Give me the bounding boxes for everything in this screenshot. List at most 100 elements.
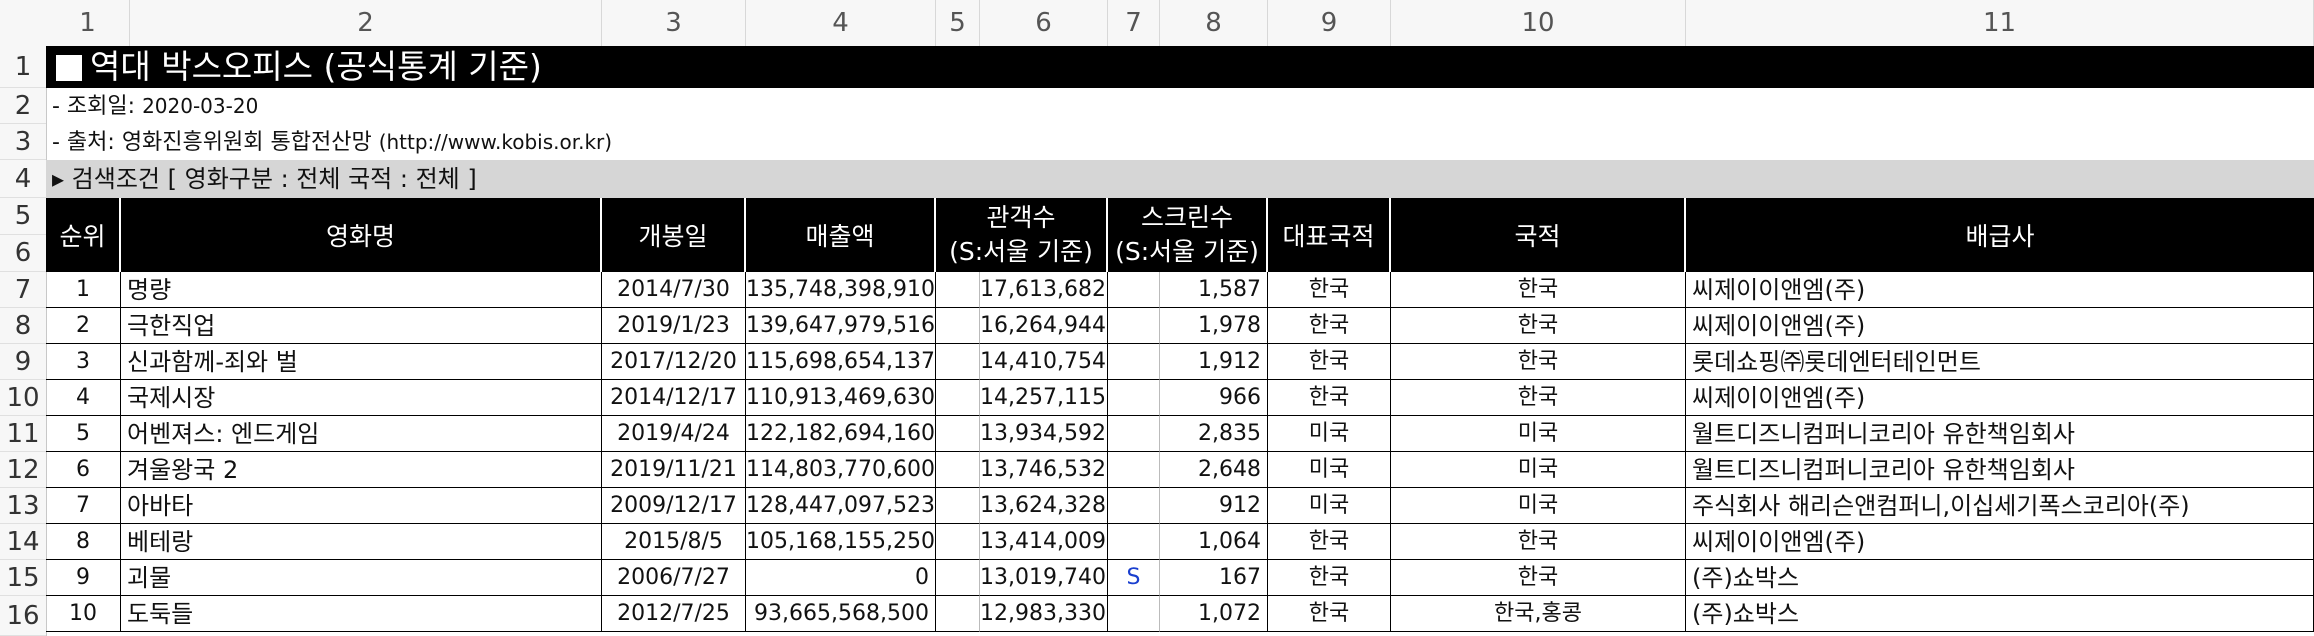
cell-revenue[interactable]: 139,647,979,516	[746, 308, 936, 344]
cell-main-country[interactable]: 한국	[1268, 308, 1391, 344]
cell-audience[interactable]: 13,624,328	[980, 488, 1108, 524]
cell-revenue[interactable]: 93,665,568,500	[746, 596, 936, 632]
cell-release[interactable]: 2014/12/17	[602, 380, 746, 416]
cell-audience[interactable]: 13,019,740	[980, 560, 1108, 596]
cell-country[interactable]: 한국,홍콩	[1391, 596, 1686, 632]
cell-distributor[interactable]: 씨제이이앤엠(주)	[1686, 272, 2314, 308]
cell-revenue[interactable]: 128,447,097,523	[746, 488, 936, 524]
cell-distributor[interactable]: 씨제이이앤엠(주)	[1686, 380, 2314, 416]
cell-audience-flag[interactable]	[936, 560, 980, 596]
cell-movie[interactable]: 명량	[121, 272, 602, 308]
cell-release[interactable]: 2019/11/21	[602, 452, 746, 488]
cell-distributor[interactable]: 롯데쇼핑㈜롯데엔터테인먼트	[1686, 344, 2314, 380]
cell-audience-flag[interactable]	[936, 452, 980, 488]
cell-release[interactable]: 2014/7/30	[602, 272, 746, 308]
cell-movie[interactable]: 어벤져스: 엔드게임	[121, 416, 602, 452]
cell-country[interactable]: 미국	[1391, 488, 1686, 524]
cell-release[interactable]: 2009/12/17	[602, 488, 746, 524]
cell-rank[interactable]: 3	[46, 344, 121, 380]
cell-movie[interactable]: 국제시장	[121, 380, 602, 416]
cell-revenue[interactable]: 110,913,469,630	[746, 380, 936, 416]
column-header-7[interactable]: 7	[1108, 0, 1160, 46]
column-header-6[interactable]: 6	[980, 0, 1108, 46]
row-header-2[interactable]: 2	[0, 88, 46, 124]
row-header-1[interactable]: 1	[0, 46, 46, 88]
cell-audience[interactable]: 17,613,682	[980, 272, 1108, 308]
cell-screens[interactable]: 167	[1160, 560, 1268, 596]
cell-screen-flag[interactable]	[1108, 416, 1160, 452]
header-country[interactable]: 국적	[1391, 198, 1686, 272]
cell-audience-flag[interactable]	[936, 416, 980, 452]
cell-release[interactable]: 2019/4/24	[602, 416, 746, 452]
cell-release[interactable]: 2019/1/23	[602, 308, 746, 344]
cell-revenue[interactable]: 122,182,694,160	[746, 416, 936, 452]
sheet-title[interactable]: 역대 박스오피스 (공식통계 기준)	[46, 46, 2314, 88]
cell-audience-flag[interactable]	[936, 380, 980, 416]
cell-movie[interactable]: 베테랑	[121, 524, 602, 560]
cell-main-country[interactable]: 한국	[1268, 560, 1391, 596]
column-header-9[interactable]: 9	[1268, 0, 1391, 46]
cell-main-country[interactable]: 한국	[1268, 596, 1391, 632]
cell-main-country[interactable]: 한국	[1268, 344, 1391, 380]
row-header-12[interactable]: 12	[0, 452, 46, 488]
cell-audience[interactable]: 16,264,944	[980, 308, 1108, 344]
cell-movie[interactable]: 아바타	[121, 488, 602, 524]
cell-screens[interactable]: 1,072	[1160, 596, 1268, 632]
column-header-2[interactable]: 2	[130, 0, 602, 46]
cell-main-country[interactable]: 미국	[1268, 452, 1391, 488]
cell-screens[interactable]: 1,912	[1160, 344, 1268, 380]
cell-audience-flag[interactable]	[936, 488, 980, 524]
cell-movie[interactable]: 신과함께-죄와 벌	[121, 344, 602, 380]
cell-main-country[interactable]: 한국	[1268, 272, 1391, 308]
row-header-3[interactable]: 3	[0, 124, 46, 160]
cell-audience[interactable]: 14,257,115	[980, 380, 1108, 416]
cell-main-country[interactable]: 한국	[1268, 524, 1391, 560]
cell-screens[interactable]: 1,064	[1160, 524, 1268, 560]
column-header-8[interactable]: 8	[1160, 0, 1268, 46]
cell-revenue[interactable]: 115,698,654,137	[746, 344, 936, 380]
row-header-10[interactable]: 10	[0, 380, 46, 416]
cell-distributor[interactable]: (주)쇼박스	[1686, 596, 2314, 632]
cell-country[interactable]: 한국	[1391, 344, 1686, 380]
row-header-6[interactable]: 6	[0, 235, 46, 272]
source-row[interactable]: - 출처: 영화진흥위원회 통합전산망 (http://www.kobis.or…	[52, 130, 613, 155]
column-header-3[interactable]: 3	[602, 0, 746, 46]
row-header-4[interactable]: 4	[0, 160, 46, 198]
header-movie[interactable]: 영화명	[121, 198, 602, 272]
header-revenue[interactable]: 매출액	[746, 198, 936, 272]
cell-country[interactable]: 한국	[1391, 380, 1686, 416]
cell-screens[interactable]: 2,835	[1160, 416, 1268, 452]
search-condition-row[interactable]: ▸ 검색조건 [ 영화구분 : 전체 국적 : 전체 ]	[46, 160, 2314, 198]
cell-release[interactable]: 2015/8/5	[602, 524, 746, 560]
cell-rank[interactable]: 4	[46, 380, 121, 416]
cell-rank[interactable]: 2	[46, 308, 121, 344]
cell-screens[interactable]: 912	[1160, 488, 1268, 524]
cell-rank[interactable]: 6	[46, 452, 121, 488]
cell-screen-flag[interactable]	[1108, 272, 1160, 308]
column-header-1[interactable]: 1	[46, 0, 130, 46]
cell-distributor[interactable]: (주)쇼박스	[1686, 560, 2314, 596]
cell-revenue[interactable]: 105,168,155,250	[746, 524, 936, 560]
row-header-8[interactable]: 8	[0, 308, 46, 344]
row-header-14[interactable]: 14	[0, 524, 46, 560]
cell-audience-flag[interactable]	[936, 524, 980, 560]
cell-revenue[interactable]: 135,748,398,910	[746, 272, 936, 308]
cell-release[interactable]: 2012/7/25	[602, 596, 746, 632]
cell-movie[interactable]: 괴물	[121, 560, 602, 596]
cell-screens[interactable]: 1,978	[1160, 308, 1268, 344]
cell-screens[interactable]: 1,587	[1160, 272, 1268, 308]
cell-rank[interactable]: 5	[46, 416, 121, 452]
row-header-9[interactable]: 9	[0, 344, 46, 380]
cell-screen-flag[interactable]	[1108, 344, 1160, 380]
cell-audience[interactable]: 13,414,009	[980, 524, 1108, 560]
cell-rank[interactable]: 8	[46, 524, 121, 560]
cell-rank[interactable]: 7	[46, 488, 121, 524]
cell-movie[interactable]: 겨울왕국 2	[121, 452, 602, 488]
cell-main-country[interactable]: 한국	[1268, 380, 1391, 416]
cell-screen-flag[interactable]	[1108, 488, 1160, 524]
row-header-11[interactable]: 11	[0, 416, 46, 452]
column-header-11[interactable]: 11	[1686, 0, 2314, 46]
cell-audience[interactable]: 14,410,754	[980, 344, 1108, 380]
cell-main-country[interactable]: 미국	[1268, 416, 1391, 452]
cell-country[interactable]: 미국	[1391, 452, 1686, 488]
